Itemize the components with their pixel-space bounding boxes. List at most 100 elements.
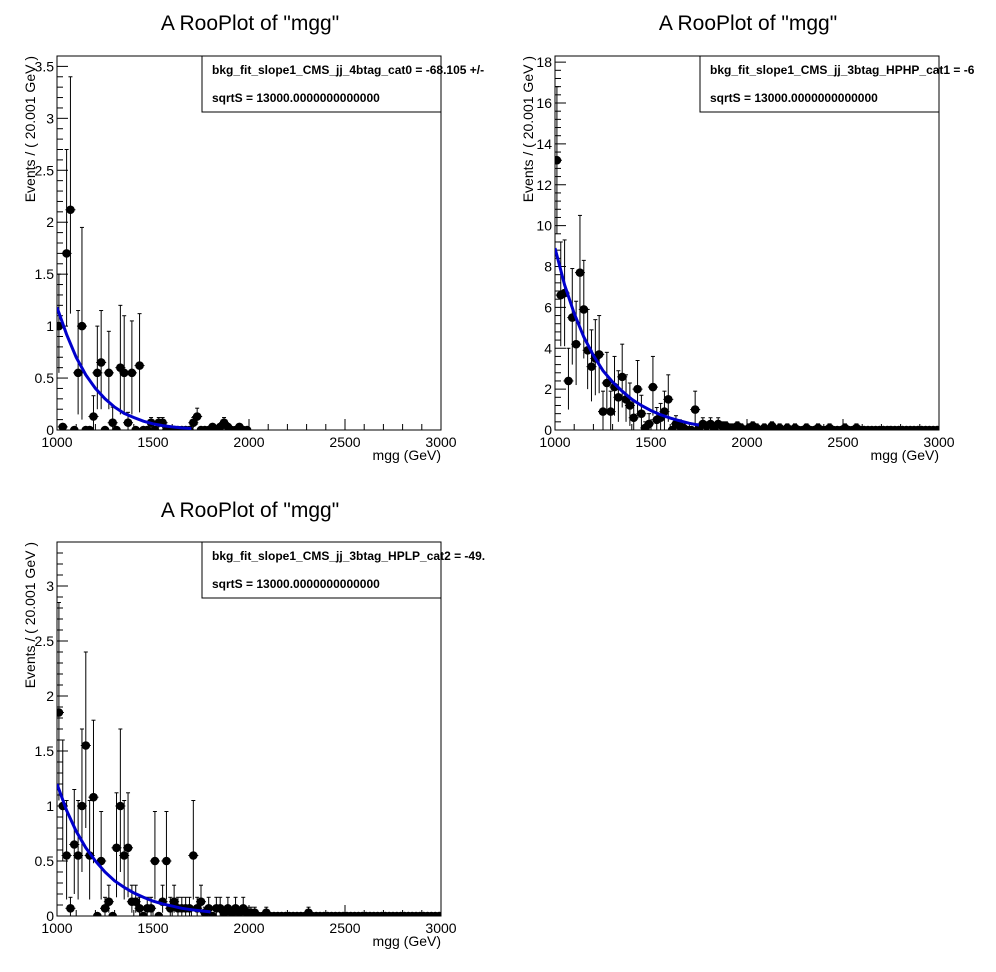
data-marker (123, 843, 133, 853)
data-marker (96, 358, 106, 367)
fit-curve (57, 783, 211, 914)
data-marker (89, 792, 98, 802)
data-point (76, 226, 87, 420)
data-point (138, 911, 149, 916)
fit-legend-box (201, 541, 442, 599)
data-marker (104, 368, 114, 378)
data-marker (644, 419, 654, 429)
fit-parameter-label: bkg_fit_slope1_CMS_jj_4btag_cat0 = -68.1… (212, 63, 484, 77)
data-marker (77, 321, 87, 331)
data-marker (139, 911, 148, 916)
data-marker (73, 368, 83, 378)
data-point (88, 719, 99, 864)
y-tick-label: 2.5 (35, 162, 55, 178)
y-tick-label: 4 (544, 340, 552, 356)
data-point (57, 602, 64, 801)
data-point (103, 884, 114, 913)
data-point (242, 425, 253, 430)
x-tick-label: 2500 (329, 920, 360, 936)
data-marker (81, 741, 91, 750)
data-point (605, 390, 616, 430)
y-tick-label: 0 (544, 422, 552, 438)
data-point (196, 884, 206, 913)
data-marker (116, 801, 125, 811)
y-tick-label: 0 (46, 422, 54, 438)
data-marker (62, 249, 71, 258)
data-marker (108, 911, 117, 916)
data-point (119, 800, 130, 900)
data-marker (131, 897, 141, 906)
data-marker (587, 362, 596, 371)
y-tick-label: 1.5 (35, 266, 55, 282)
y-tick-label: 14 (536, 136, 552, 152)
data-marker (242, 425, 252, 430)
y-tick-label: 6 (544, 299, 552, 315)
x-tick-label: 2500 (827, 434, 858, 450)
data-marker (629, 413, 639, 423)
data-point (192, 407, 203, 425)
data-point (932, 425, 939, 430)
data-point (65, 896, 76, 916)
data-point (61, 800, 72, 900)
y-axis-label: Events / ( 20.001 GeV ) (22, 56, 38, 202)
y-tick-label: 18 (536, 54, 552, 70)
data-marker (69, 425, 79, 430)
data-point (686, 425, 697, 430)
data-marker (69, 840, 79, 849)
y-tick-label: 16 (536, 95, 552, 111)
data-marker (648, 382, 658, 392)
fit-legend-box (699, 55, 940, 113)
data-points (57, 602, 441, 916)
y-tick-label: 1.5 (35, 743, 55, 759)
data-marker (146, 904, 156, 913)
y-tick-label: 8 (544, 259, 552, 275)
y-tick-label: 10 (536, 218, 552, 234)
data-marker (189, 418, 198, 428)
data-marker (932, 425, 939, 430)
data-point (594, 315, 605, 394)
x-tick-label: 2000 (233, 920, 264, 936)
data-point (647, 355, 658, 416)
data-marker (108, 418, 117, 428)
x-tick-label: 1500 (137, 434, 168, 450)
data-point (107, 911, 118, 916)
data-point (161, 811, 172, 900)
data-point (57, 422, 68, 430)
data-marker (571, 339, 581, 349)
y-axis-label: Events / ( 20.001 GeV ) (520, 56, 536, 202)
data-marker (625, 401, 635, 410)
data-marker (690, 405, 700, 414)
data-points (57, 76, 253, 430)
data-marker (135, 361, 144, 370)
data-point (632, 360, 643, 416)
data-marker (123, 418, 133, 428)
data-points (555, 86, 939, 430)
fit-parameter-label: bkg_fit_slope1_CMS_jj_3btag_HPLP_cat2 = … (212, 549, 485, 563)
data-marker (564, 376, 573, 386)
data-point (188, 800, 199, 900)
y-tick-label: 1 (46, 798, 54, 814)
data-marker (104, 897, 114, 906)
data-point (123, 792, 134, 898)
data-marker (131, 425, 141, 430)
data-point (663, 374, 674, 422)
x-axis-label: mgg (GeV) (871, 447, 939, 463)
data-point (84, 425, 95, 430)
data-point (126, 320, 137, 415)
sqrts-label: sqrtS = 13000.0000000000000 (212, 91, 380, 105)
plot-title: A RooPlot of "mgg" (161, 499, 339, 522)
fit-curve (57, 306, 192, 430)
data-marker (100, 425, 110, 430)
data-marker (142, 425, 152, 430)
x-tick-label: 1000 (41, 434, 72, 450)
data-point (142, 425, 153, 430)
plot-panel-1: A RooPlot of "mgg" 1000 1500 2000 2500 3000 0 0… (22, 12, 484, 463)
data-point (563, 347, 574, 410)
data-point (92, 325, 103, 410)
data-marker (154, 911, 164, 916)
data-point (65, 76, 76, 314)
data-marker (192, 412, 202, 421)
data-point (555, 86, 562, 234)
data-marker (617, 372, 627, 382)
sqrts-label: sqrtS = 13000.0000000000000 (212, 577, 380, 591)
